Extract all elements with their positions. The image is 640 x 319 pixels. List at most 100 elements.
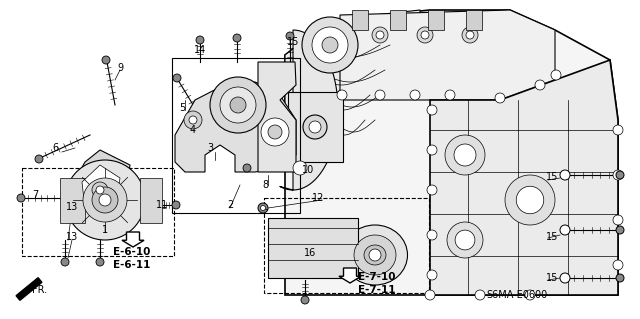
Text: 16: 16 — [304, 248, 316, 258]
Circle shape — [83, 178, 127, 222]
Circle shape — [258, 203, 268, 213]
Text: 15: 15 — [546, 273, 558, 283]
Circle shape — [96, 258, 104, 266]
Bar — [60, 178, 85, 223]
Circle shape — [286, 32, 294, 40]
Polygon shape — [175, 82, 296, 172]
Circle shape — [560, 273, 570, 283]
Text: 9: 9 — [117, 63, 123, 73]
Text: 10: 10 — [302, 165, 314, 175]
Polygon shape — [340, 10, 555, 100]
Bar — [390, 10, 406, 30]
Circle shape — [427, 230, 437, 240]
Circle shape — [421, 31, 429, 39]
Bar — [466, 10, 482, 30]
Bar — [22, 168, 174, 256]
Circle shape — [616, 274, 624, 282]
Circle shape — [184, 111, 202, 129]
Circle shape — [102, 56, 110, 64]
Circle shape — [210, 77, 266, 133]
Bar — [268, 218, 358, 278]
Circle shape — [616, 226, 624, 234]
Polygon shape — [285, 10, 618, 295]
Bar — [288, 92, 343, 162]
Circle shape — [427, 270, 437, 280]
Circle shape — [376, 31, 384, 39]
Text: 2: 2 — [227, 200, 233, 210]
Circle shape — [96, 186, 104, 194]
Circle shape — [445, 135, 485, 175]
Polygon shape — [258, 62, 296, 172]
Circle shape — [243, 164, 251, 172]
Circle shape — [560, 225, 570, 235]
Circle shape — [445, 90, 455, 100]
Circle shape — [92, 187, 118, 213]
Circle shape — [375, 90, 385, 100]
Circle shape — [322, 37, 338, 53]
Circle shape — [427, 145, 437, 155]
Bar — [172, 58, 300, 213]
Circle shape — [372, 27, 388, 43]
Ellipse shape — [364, 245, 386, 265]
Bar — [352, 10, 368, 30]
Text: 13: 13 — [66, 202, 78, 212]
Circle shape — [173, 74, 181, 82]
Circle shape — [172, 201, 180, 209]
Circle shape — [99, 194, 111, 206]
Circle shape — [293, 161, 307, 175]
Polygon shape — [430, 60, 618, 295]
Circle shape — [525, 290, 535, 300]
Circle shape — [613, 125, 623, 135]
Text: 3: 3 — [207, 143, 213, 153]
Text: E-7-11: E-7-11 — [358, 285, 396, 295]
Polygon shape — [82, 165, 120, 212]
Circle shape — [410, 90, 420, 100]
Circle shape — [495, 93, 505, 103]
Text: E-6-10: E-6-10 — [113, 247, 150, 257]
Circle shape — [427, 185, 437, 195]
Circle shape — [560, 170, 570, 180]
Text: 15: 15 — [546, 232, 558, 242]
Circle shape — [65, 160, 145, 240]
Circle shape — [337, 90, 347, 100]
Text: 14: 14 — [194, 45, 206, 55]
Text: 11: 11 — [156, 200, 168, 210]
Circle shape — [613, 170, 623, 180]
Circle shape — [61, 258, 69, 266]
Circle shape — [425, 290, 435, 300]
Text: 1: 1 — [102, 225, 108, 235]
Text: 13: 13 — [66, 232, 78, 242]
Circle shape — [220, 87, 256, 123]
Bar — [428, 10, 444, 30]
Circle shape — [92, 182, 108, 198]
Circle shape — [427, 105, 437, 115]
Circle shape — [505, 175, 555, 225]
Circle shape — [302, 17, 358, 73]
Circle shape — [268, 125, 282, 139]
Polygon shape — [72, 150, 130, 225]
Circle shape — [309, 121, 321, 133]
Circle shape — [261, 118, 289, 146]
Circle shape — [189, 116, 197, 124]
Text: 5: 5 — [179, 103, 185, 113]
Circle shape — [312, 27, 348, 63]
Polygon shape — [122, 232, 144, 247]
Circle shape — [475, 290, 485, 300]
Bar — [140, 178, 162, 223]
Circle shape — [230, 97, 246, 113]
Circle shape — [613, 215, 623, 225]
Text: 8: 8 — [262, 180, 268, 190]
Bar — [264, 198, 429, 293]
Circle shape — [301, 296, 309, 304]
Circle shape — [17, 194, 25, 202]
Circle shape — [260, 205, 266, 211]
Circle shape — [466, 31, 474, 39]
Text: E-6-11: E-6-11 — [113, 260, 150, 270]
Circle shape — [455, 230, 475, 250]
Circle shape — [417, 27, 433, 43]
Circle shape — [454, 144, 476, 166]
Text: 4: 4 — [190, 125, 196, 135]
Circle shape — [516, 186, 544, 214]
Text: FR.: FR. — [32, 285, 47, 295]
Text: E-7-10: E-7-10 — [358, 272, 396, 282]
